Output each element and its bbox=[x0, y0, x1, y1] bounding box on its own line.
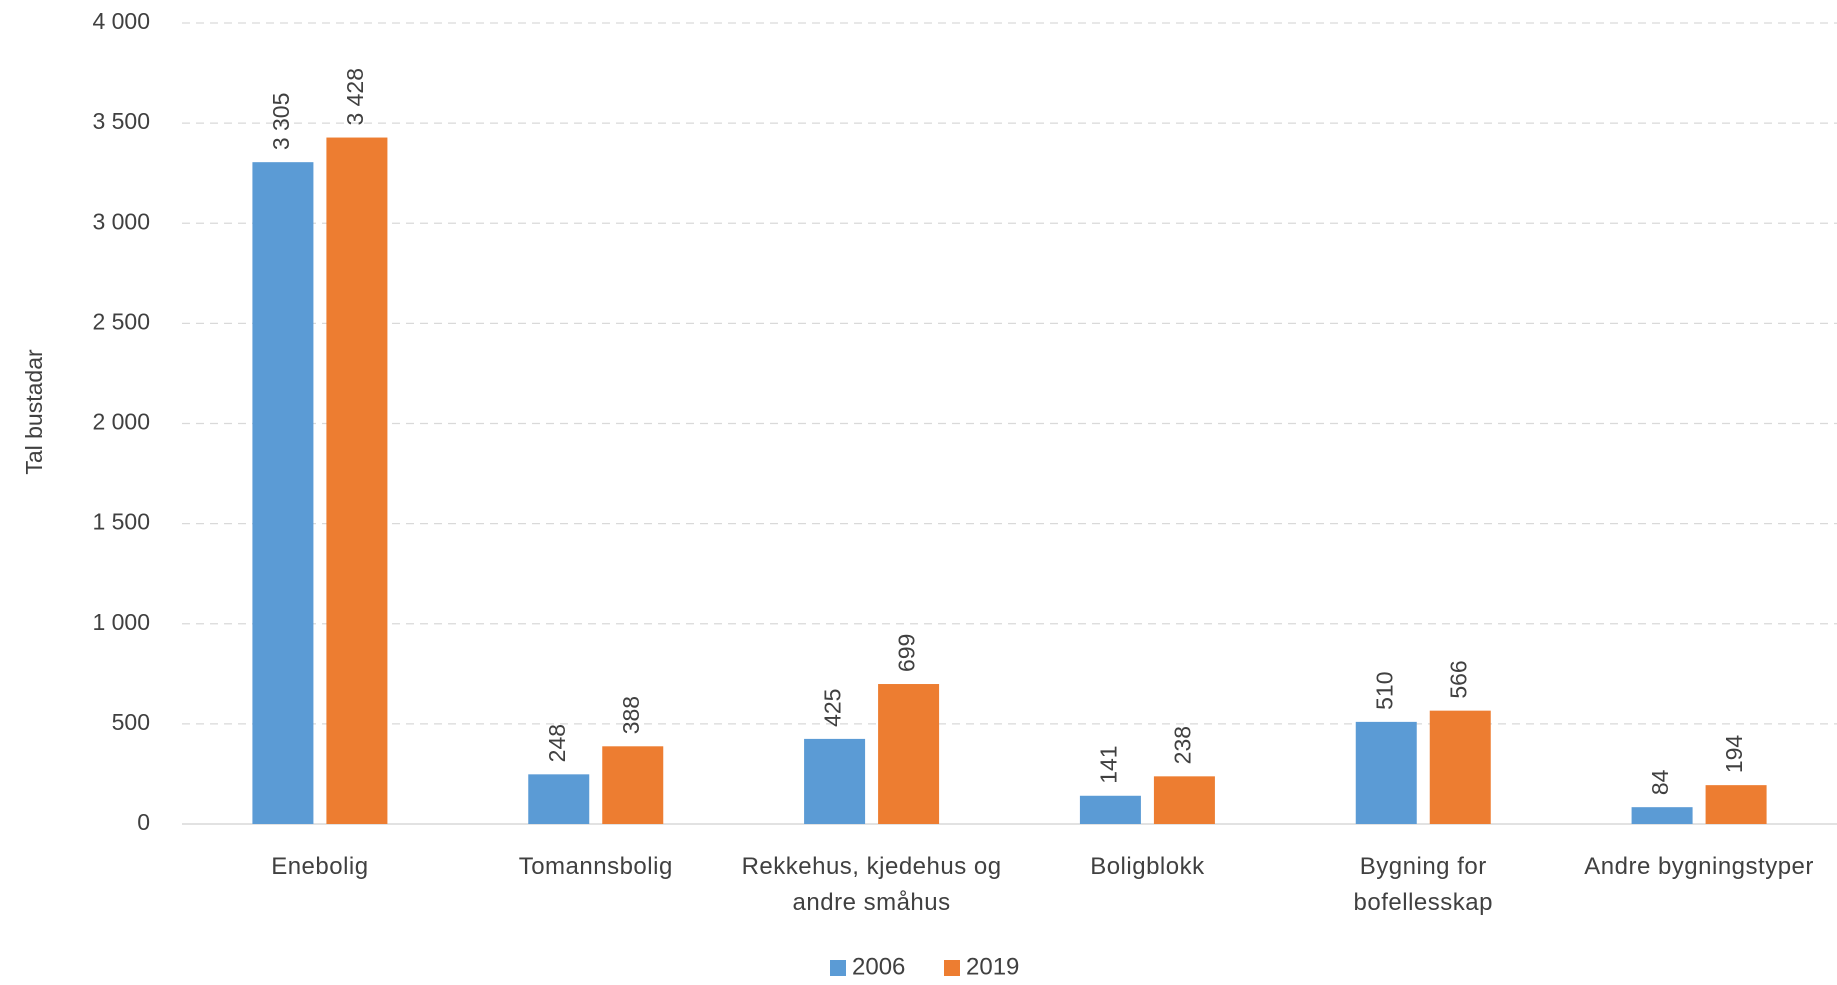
value-label: 425 bbox=[820, 689, 846, 727]
bar bbox=[326, 137, 388, 825]
x-tick-label: Bygning for bofellesskap bbox=[1353, 853, 1493, 916]
x-tick-label: Enebolig bbox=[271, 853, 369, 880]
value-label: 238 bbox=[1169, 726, 1195, 764]
bar bbox=[602, 746, 664, 824]
x-tick-label: Boligblokk bbox=[1090, 853, 1205, 880]
y-tick-label: 4 000 bbox=[92, 8, 150, 34]
value-label: 194 bbox=[1721, 735, 1747, 774]
bar bbox=[1079, 795, 1141, 824]
bar bbox=[1153, 776, 1215, 824]
bar bbox=[252, 162, 314, 824]
y-tick-label: 1 000 bbox=[92, 609, 150, 635]
value-label: 566 bbox=[1445, 660, 1471, 698]
bar bbox=[804, 738, 866, 824]
legend-swatch bbox=[830, 960, 846, 976]
bar bbox=[1355, 721, 1417, 824]
value-label: 84 bbox=[1647, 769, 1673, 795]
y-tick-label: 2 000 bbox=[92, 409, 150, 435]
value-label: 3 305 bbox=[268, 93, 294, 151]
y-tick-label: 1 500 bbox=[92, 509, 150, 535]
value-label: 141 bbox=[1095, 745, 1121, 783]
y-axis-title: Tal bustadar bbox=[21, 349, 47, 475]
legend-label: 2006 bbox=[852, 953, 905, 980]
x-tick-label: Rekkehus, kjedehus og andre småhus bbox=[741, 853, 1002, 916]
bar bbox=[528, 774, 590, 824]
y-tick-label: 3 000 bbox=[92, 208, 150, 234]
x-tick-label: Tomannsbolig bbox=[518, 853, 673, 880]
y-tick-label: 3 500 bbox=[92, 108, 150, 134]
value-label: 248 bbox=[544, 724, 570, 762]
y-tick-label: 2 500 bbox=[92, 308, 150, 334]
legend-swatch bbox=[944, 960, 960, 976]
value-label: 388 bbox=[618, 696, 644, 734]
y-tick-label: 500 bbox=[112, 709, 150, 735]
bar bbox=[1631, 807, 1693, 824]
value-label: 510 bbox=[1371, 671, 1397, 709]
y-tick-label: 0 bbox=[137, 809, 150, 835]
legend-label: 2019 bbox=[966, 953, 1019, 980]
bar bbox=[1705, 785, 1767, 824]
value-label: 3 428 bbox=[342, 68, 368, 126]
bar bbox=[1429, 710, 1491, 824]
bar bbox=[878, 684, 940, 824]
x-tick-label: Andre bygningstyper bbox=[1584, 853, 1814, 880]
value-label: 699 bbox=[894, 634, 920, 672]
